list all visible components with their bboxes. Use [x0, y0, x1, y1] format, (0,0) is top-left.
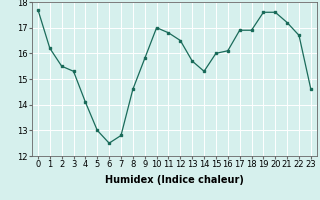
X-axis label: Humidex (Indice chaleur): Humidex (Indice chaleur) [105, 175, 244, 185]
